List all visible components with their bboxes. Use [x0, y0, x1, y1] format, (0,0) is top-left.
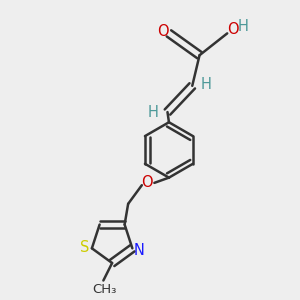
- Text: O: O: [227, 22, 238, 38]
- Text: H: H: [148, 105, 159, 120]
- Text: H: H: [201, 77, 212, 92]
- Text: N: N: [133, 243, 144, 258]
- Text: CH₃: CH₃: [92, 283, 116, 296]
- Text: H: H: [238, 20, 249, 34]
- Text: O: O: [157, 23, 168, 38]
- Text: O: O: [141, 176, 153, 190]
- Text: S: S: [80, 240, 90, 255]
